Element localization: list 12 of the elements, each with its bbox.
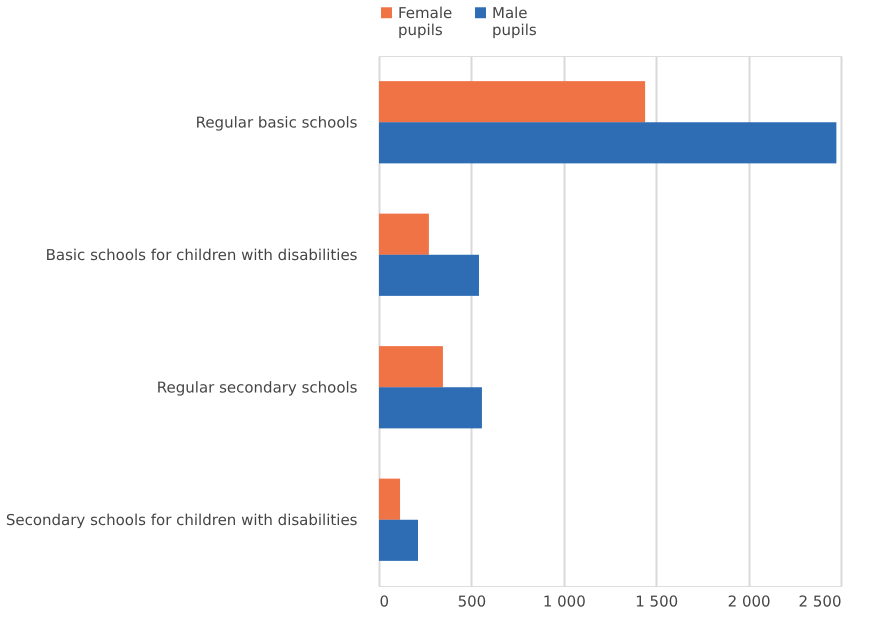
x-tick-label: 2 000	[728, 592, 771, 610]
y-tick-label: Regular secondary schools	[156, 378, 358, 396]
legend-label: Female pupils	[398, 4, 452, 39]
x-tick-label: 2 500	[798, 592, 842, 610]
y-tick-label: Basic schools for children with disabilities	[46, 246, 358, 264]
y-tick-label: Secondary schools for children with disabilities	[6, 510, 358, 529]
x-tick-label: 0	[380, 592, 390, 610]
x-tick-label: 1 500	[635, 592, 678, 610]
y-tick-label: Regular basic schools	[196, 113, 358, 132]
legend-label: Male pupils	[492, 4, 537, 39]
x-tick-label: 1 000	[542, 592, 586, 610]
x-tick-label: 500	[458, 592, 486, 610]
